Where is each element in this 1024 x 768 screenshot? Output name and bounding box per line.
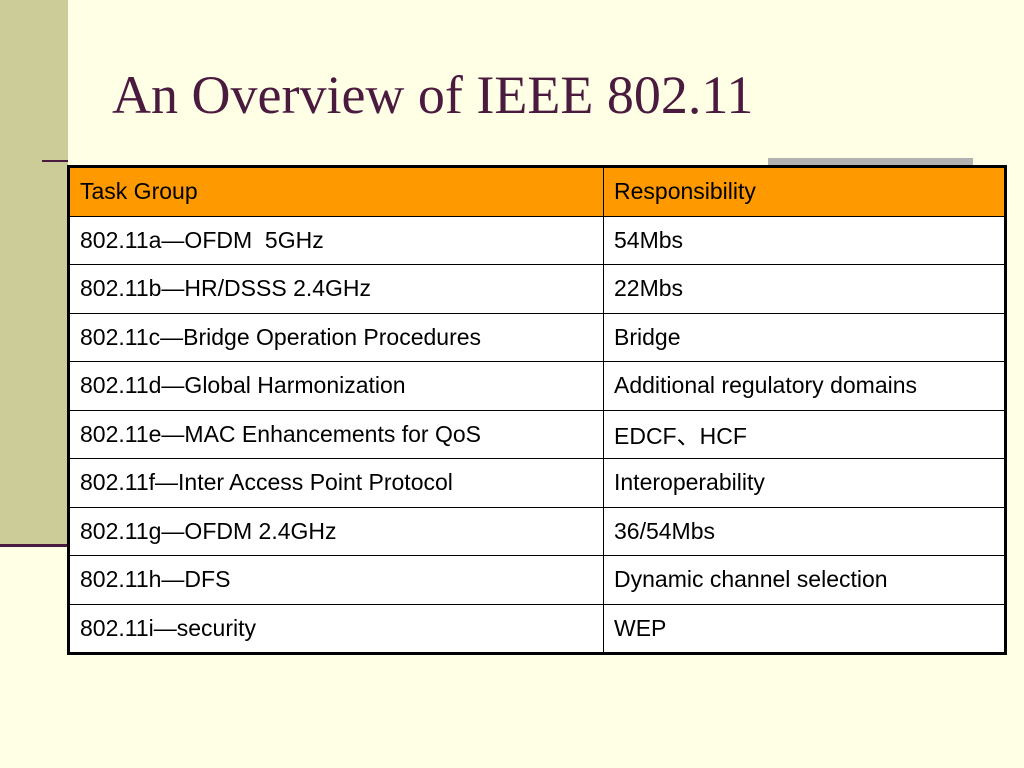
- cell: Interoperability: [603, 458, 1006, 508]
- cell: 802.11d—Global Harmonization: [68, 361, 604, 411]
- row: 802.11f—Inter Access Point Protocol Inter…: [68, 458, 1006, 508]
- header-cell: Task Group: [68, 166, 604, 217]
- cell: EDCF、HCF: [603, 409, 1006, 459]
- row: 802.11g—OFDM 2.4GHz 36/54Mbs: [68, 506, 1006, 556]
- cell: 802.11b—HR/DSSS 2.4GHz: [68, 264, 604, 314]
- cell: Additional regulatory domains: [603, 361, 1006, 411]
- cell: 802.11e—MAC Enhancements for QoS: [68, 409, 604, 459]
- row: 802.11d—Global Harmonization Additional r…: [68, 361, 1006, 411]
- rule: [0, 544, 68, 547]
- table: Task Group Responsibility 802.11a—OFDM 5GH…: [67, 165, 1007, 655]
- rule: [42, 160, 68, 162]
- cell: 802.11i—security: [68, 603, 604, 654]
- cell: WEP: [603, 603, 1006, 654]
- accent-bar: [768, 158, 973, 166]
- cell: 802.11g—OFDM 2.4GHz: [68, 506, 604, 556]
- cell: Bridge: [603, 312, 1006, 362]
- cell: 802.11a—OFDM 5GHz: [68, 215, 604, 265]
- cell: 36/54Mbs: [603, 506, 1006, 556]
- side-bar: [0, 0, 68, 545]
- row: 802.11b—HR/DSSS 2.4GHz 22Mbs: [68, 264, 1006, 314]
- row: 802.11i—security WEP: [68, 603, 1006, 654]
- row: 802.11a—OFDM 5GHz 54Mbs: [68, 215, 1006, 265]
- cell: 22Mbs: [603, 264, 1006, 314]
- cell: Dynamic channel selection: [603, 555, 1006, 605]
- header-cell: Responsibility: [603, 166, 1006, 217]
- cell: 54Mbs: [603, 215, 1006, 265]
- row: 802.11h—DFS Dynamic channel selection: [68, 555, 1006, 605]
- header-row: Task Group Responsibility: [68, 166, 1006, 217]
- cell: 802.11c—Bridge Operation Procedures: [68, 312, 604, 362]
- title: An Overview of IEEE 802.11: [112, 65, 754, 125]
- row: 802.11e—MAC Enhancements for QoS EDCF、HCF: [68, 409, 1006, 459]
- cell: 802.11h—DFS: [68, 555, 604, 605]
- cell: 802.11f—Inter Access Point Protocol: [68, 458, 604, 508]
- row: 802.11c—Bridge Operation Procedures Bridg…: [68, 312, 1006, 362]
